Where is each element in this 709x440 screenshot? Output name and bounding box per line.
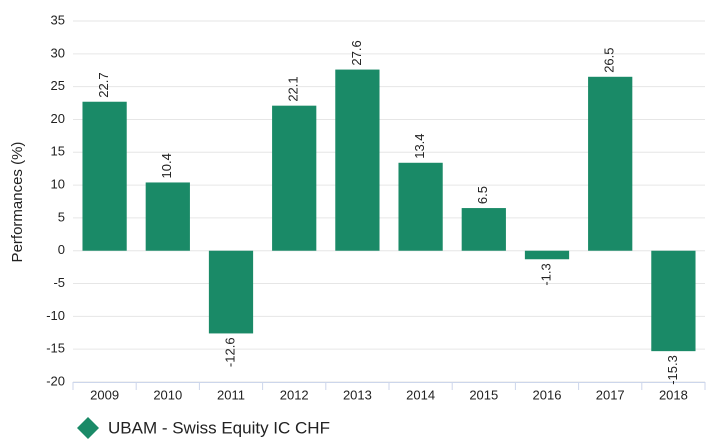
bar [272, 105, 317, 251]
x-tick-label: 2010 [153, 387, 182, 402]
x-tick-label: 2016 [533, 387, 562, 402]
bar [145, 182, 190, 251]
bar [588, 76, 633, 251]
bar [461, 208, 506, 251]
data-label: 22.7 [96, 72, 111, 97]
data-label: -12.6 [222, 337, 237, 367]
x-tick-label: 2013 [343, 387, 372, 402]
bar [208, 250, 254, 334]
data-label: 10.4 [159, 153, 174, 178]
bar [82, 101, 127, 251]
y-tick-label: 10 [51, 177, 65, 192]
bar [398, 162, 443, 251]
y-axis-label: Performances (%) [9, 142, 26, 263]
x-tick-label: 2018 [659, 387, 688, 402]
data-label: -15.3 [665, 355, 680, 385]
bar [651, 250, 696, 352]
legend-label: UBAM - Swiss Equity IC CHF [108, 418, 330, 437]
legend-marker [77, 417, 99, 439]
data-label: -1.3 [538, 263, 553, 285]
data-label: 13.4 [412, 133, 427, 158]
data-label: 6.5 [475, 186, 490, 204]
x-tick-label: 2011 [217, 387, 245, 402]
y-tick-label: 15 [51, 144, 65, 159]
x-tick-label: 2015 [469, 387, 498, 402]
y-tick-label: 5 [58, 209, 65, 224]
y-tick-label: 30 [51, 45, 65, 60]
x-tick-label: 2014 [406, 387, 435, 402]
y-tick-label: 20 [51, 111, 65, 126]
x-tick-label: 2012 [280, 387, 309, 402]
data-label: 27.6 [349, 40, 364, 65]
x-tick-label: 2009 [90, 387, 119, 402]
y-tick-label: 35 [51, 12, 65, 27]
y-tick-label: 25 [51, 78, 65, 93]
y-tick-label: -20 [46, 373, 65, 388]
y-tick-label: -15 [46, 341, 65, 356]
x-tick-label: 2017 [596, 387, 625, 402]
y-tick-label: -5 [53, 275, 65, 290]
y-tick-label: -10 [46, 308, 65, 323]
bar [335, 69, 380, 251]
data-label: 22.1 [286, 76, 301, 101]
data-label: 26.5 [602, 47, 617, 72]
bar [524, 250, 570, 260]
y-tick-label: 0 [58, 242, 65, 257]
